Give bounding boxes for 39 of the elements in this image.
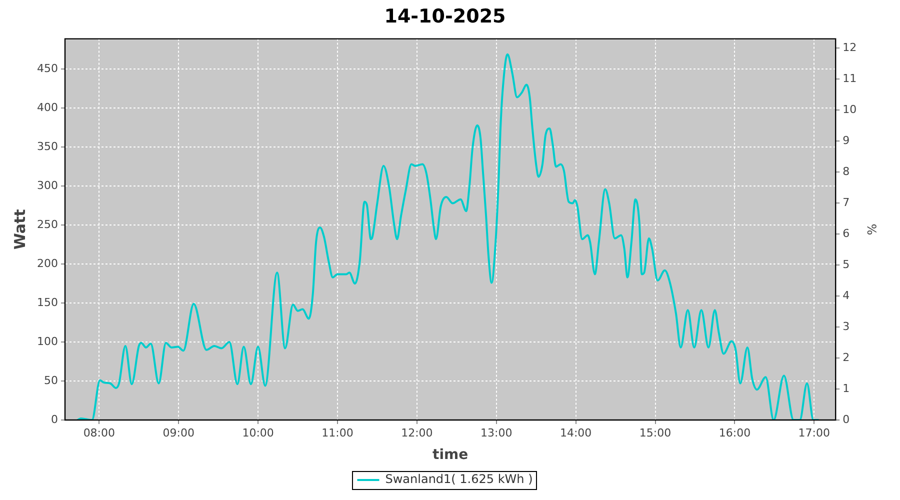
line-series bbox=[76, 53, 820, 420]
y-tick-label: 150 bbox=[36, 296, 58, 309]
y2-tick-label: 10 bbox=[842, 102, 857, 116]
x-tick-label: 15:00 bbox=[639, 426, 672, 440]
y2-tick-label: 0 bbox=[842, 412, 850, 426]
y2-tick-label: 5 bbox=[842, 258, 850, 271]
y-tick-label: 300 bbox=[36, 178, 58, 192]
y-tick-label: 50 bbox=[44, 374, 58, 387]
y2-tick-label: 8 bbox=[842, 164, 850, 178]
y-tick-label: 350 bbox=[36, 140, 58, 154]
legend-label: Swanland1( 1.625 kWh ) bbox=[385, 472, 533, 486]
x-tick-label: 09:00 bbox=[162, 426, 194, 440]
y2-tick-label: 12 bbox=[842, 40, 857, 54]
y2-tick-label: 4 bbox=[842, 288, 850, 302]
x-tick-label: 10:00 bbox=[242, 426, 274, 440]
y-tick-label: 250 bbox=[36, 218, 58, 231]
y-tick-label: 100 bbox=[36, 334, 58, 348]
y-axis-title: Watt bbox=[10, 209, 29, 250]
y-tick-label: 400 bbox=[36, 101, 58, 114]
x-tick-label: 08:00 bbox=[83, 426, 116, 440]
x-tick-label: 16:00 bbox=[718, 426, 751, 440]
chart-title: 14-10-2025 bbox=[384, 5, 506, 28]
y2-tick-label: 9 bbox=[842, 134, 850, 147]
y2-tick-label: 7 bbox=[842, 196, 850, 209]
x-axis-title: time bbox=[432, 447, 468, 464]
y2-tick-label: 1 bbox=[842, 382, 850, 395]
y2-tick-label: 11 bbox=[842, 72, 857, 85]
y2-tick-label: 2 bbox=[842, 350, 850, 364]
y-tick-label: 200 bbox=[36, 256, 58, 270]
y-tick-label: 0 bbox=[50, 412, 58, 426]
x-tick-label: 14:00 bbox=[560, 426, 592, 440]
y2-axis-title: % bbox=[864, 224, 879, 236]
y2-tick-label: 6 bbox=[842, 226, 850, 240]
x-tick-label: 13:00 bbox=[480, 426, 512, 440]
x-tick-label: 17:00 bbox=[798, 426, 830, 440]
y-tick-label: 450 bbox=[36, 62, 58, 76]
y2-tick-label: 3 bbox=[842, 320, 850, 333]
x-tick-label: 12:00 bbox=[401, 426, 433, 440]
x-tick-label: 11:00 bbox=[322, 426, 354, 440]
